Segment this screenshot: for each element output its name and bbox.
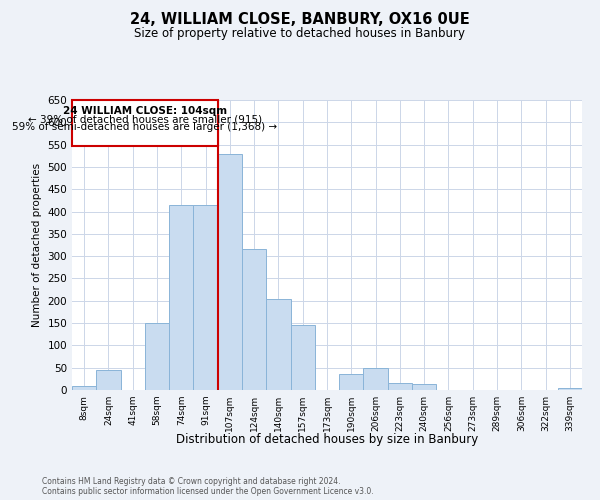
Bar xyxy=(218,154,242,390)
Bar xyxy=(388,384,412,390)
Bar xyxy=(558,388,582,390)
Bar xyxy=(72,386,96,390)
Bar xyxy=(364,368,388,390)
Text: Distribution of detached houses by size in Banbury: Distribution of detached houses by size … xyxy=(176,432,478,446)
Text: 24, WILLIAM CLOSE, BANBURY, OX16 0UE: 24, WILLIAM CLOSE, BANBURY, OX16 0UE xyxy=(130,12,470,28)
Bar xyxy=(242,250,266,390)
Text: Contains HM Land Registry data © Crown copyright and database right 2024.: Contains HM Land Registry data © Crown c… xyxy=(42,478,341,486)
FancyBboxPatch shape xyxy=(72,100,218,146)
Text: ← 39% of detached houses are smaller (915): ← 39% of detached houses are smaller (91… xyxy=(28,114,262,124)
Text: Contains public sector information licensed under the Open Government Licence v3: Contains public sector information licen… xyxy=(42,488,374,496)
Bar xyxy=(145,323,169,390)
Y-axis label: Number of detached properties: Number of detached properties xyxy=(32,163,42,327)
Bar xyxy=(169,205,193,390)
Text: 24 WILLIAM CLOSE: 104sqm: 24 WILLIAM CLOSE: 104sqm xyxy=(63,106,227,116)
Bar xyxy=(96,370,121,390)
Bar xyxy=(339,374,364,390)
Bar xyxy=(266,298,290,390)
Text: 59% of semi-detached houses are larger (1,368) →: 59% of semi-detached houses are larger (… xyxy=(12,122,277,132)
Bar xyxy=(290,326,315,390)
Bar xyxy=(412,384,436,390)
Text: Size of property relative to detached houses in Banbury: Size of property relative to detached ho… xyxy=(134,28,466,40)
Bar xyxy=(193,205,218,390)
